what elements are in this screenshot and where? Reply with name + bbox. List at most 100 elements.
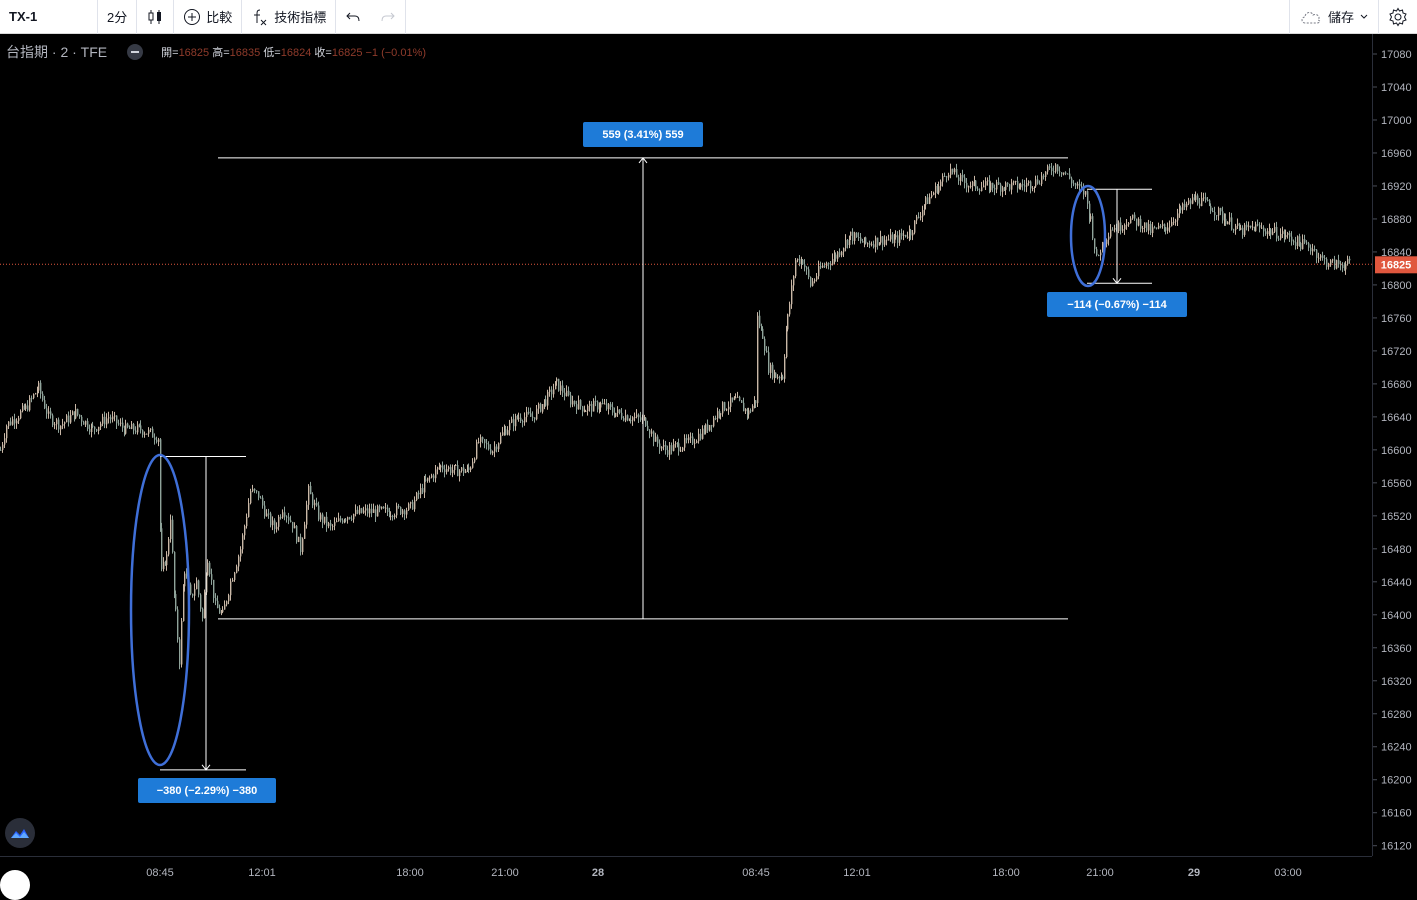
candle-body [83, 421, 85, 425]
candle-body [709, 425, 711, 431]
hide-series-button[interactable] [127, 44, 144, 60]
candle-body [1069, 173, 1071, 179]
candle-body [72, 411, 74, 416]
candle-body [841, 251, 843, 256]
price-axis[interactable]: 17080 17040 17000 16960 16920 16880 16840 16800… [1372, 34, 1417, 856]
candle-body [1225, 218, 1227, 225]
time-axis[interactable]: 08:45 12:01 18:00 21:00 28 08:45 12:01 18:00 21:… [0, 856, 1372, 884]
candle-body [1122, 229, 1124, 231]
candle-body [755, 400, 757, 404]
time-tick-label: 28 [592, 867, 604, 879]
candle-body [1349, 258, 1351, 261]
time-tick-label: 08:45 [742, 867, 770, 879]
candle-body [589, 403, 591, 407]
candle-body [406, 510, 408, 515]
candle-body [1037, 179, 1039, 184]
candle-body [1326, 259, 1328, 267]
candle-body [602, 403, 604, 405]
candle-body [402, 510, 404, 514]
candle-body [845, 239, 847, 249]
candle-body [488, 444, 490, 450]
candle-body [511, 419, 513, 423]
candle-body [160, 439, 162, 529]
candle-body [1342, 264, 1344, 269]
candle-body [87, 421, 89, 429]
price-tick-label: 16160 [1381, 808, 1412, 820]
candle-body [774, 372, 776, 378]
price-tick-label: 16400 [1381, 610, 1412, 622]
highlight-ellipse [129, 453, 191, 767]
candle-body [48, 411, 50, 414]
price-tick-label: 16280 [1381, 709, 1412, 721]
tradingview-logo[interactable] [5, 818, 35, 848]
compare-button[interactable]: 比較 [174, 0, 243, 34]
candle-body [142, 430, 144, 435]
candle-body [1340, 264, 1342, 266]
candle-body [38, 382, 40, 391]
candle-body [1229, 217, 1231, 222]
settings-button[interactable] [1378, 0, 1417, 34]
candle-body [1138, 218, 1140, 226]
ohlc-values: 開=16825 高=16835 低=16824 收=16825 −1 (−0.0… [161, 44, 426, 60]
indicators-button[interactable]: 技術指標 [242, 0, 337, 34]
candle-body [175, 594, 177, 610]
candle-body [935, 185, 937, 193]
time-tick-label: 08:45 [146, 867, 174, 879]
candle-body [735, 397, 737, 399]
candle-body [192, 593, 194, 596]
candle-body [224, 604, 226, 610]
candle-body [766, 350, 768, 353]
candle-body [1177, 213, 1179, 221]
candle-body [1330, 260, 1332, 265]
candle-body [752, 405, 754, 412]
candle-body [363, 510, 365, 513]
redo-icon[interactable] [380, 9, 396, 25]
candle-body [762, 328, 764, 339]
candle-body [717, 411, 719, 419]
interval-button[interactable]: 2分 [98, 0, 138, 34]
candle-body [937, 185, 939, 193]
candle-body [270, 513, 272, 526]
candle-body [27, 405, 29, 411]
candle-body [1043, 175, 1045, 177]
save-button[interactable]: 儲存 [1288, 0, 1378, 34]
candle-body [974, 180, 976, 182]
symbol-search[interactable]: TX-1 [0, 0, 98, 34]
candle-body [385, 507, 387, 509]
candle-body [924, 204, 926, 211]
candle-body [330, 523, 332, 526]
candle-body [204, 592, 206, 619]
candle-body [427, 477, 429, 481]
candle-body [1285, 235, 1287, 238]
candle-body [16, 420, 18, 424]
price-tick-label: 17080 [1381, 49, 1412, 61]
candle-body [207, 562, 209, 576]
measure-label-box [583, 122, 703, 147]
candle-body [355, 509, 357, 515]
candle-body [379, 506, 381, 509]
candle-body [398, 505, 400, 508]
candle-body [459, 470, 461, 477]
candle-body [420, 488, 422, 495]
highlight-ellipse [1069, 184, 1107, 288]
candle-body [599, 407, 601, 410]
candle-body [711, 425, 713, 427]
price-chart[interactable]: −380 (−2.29%) −380 559 (3.41%) 559 −114 (−… [0, 34, 1372, 856]
candle-body [705, 424, 707, 433]
candle-body [1130, 218, 1132, 224]
candle-body [1081, 186, 1083, 188]
candle-body [450, 467, 452, 473]
corner-badge[interactable] [0, 870, 30, 900]
candle-body [42, 393, 44, 401]
candle-body [146, 433, 148, 435]
candle-body [326, 516, 328, 527]
candle-body [979, 189, 981, 191]
candle-body [651, 431, 653, 434]
candle-body [446, 469, 448, 473]
undo-button[interactable] [336, 0, 407, 34]
chart-style-button[interactable] [137, 0, 175, 34]
candle-body [542, 404, 544, 412]
candle-body [148, 429, 150, 434]
candle-body [515, 415, 517, 427]
candle-body [276, 526, 278, 530]
